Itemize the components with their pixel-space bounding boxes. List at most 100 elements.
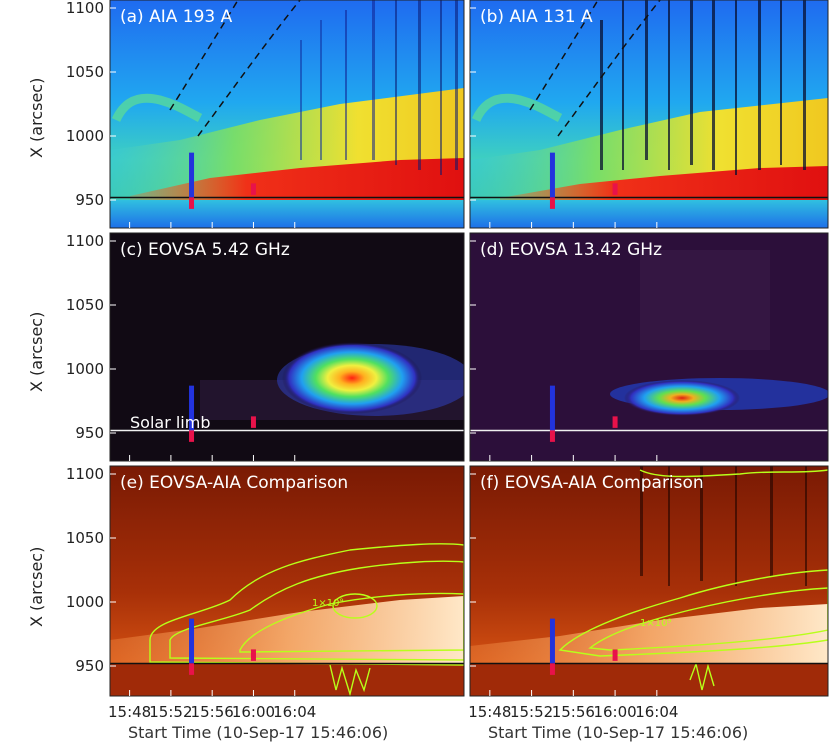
x-axis-label-left: Start Time (10-Sep-17 15:46:06) [128,723,388,742]
panel-title-c: (c) EOVSA 5.42 GHz [120,240,290,260]
panel-e-below-limb [110,664,464,696]
panel-a-below-limb [110,200,464,228]
y-tick-label: 1100 [66,465,104,483]
panel-b-below-limb [470,200,828,228]
time-marker-blue [189,152,195,198]
panel-title-d: (d) EOVSA 13.42 GHz [480,240,662,260]
time-marker-red [549,663,555,675]
x-tick-label: 15:52 [510,703,553,721]
time-marker-blue [189,385,195,431]
y-tick-label: 1100 [66,232,104,250]
panel-d-radio-source [624,380,740,416]
time-marker-e-2 [250,649,256,661]
panel-f-contour-label: 1×10⁹ [640,618,671,629]
time-marker-red [549,430,555,442]
panel-a-noise-streaks [300,0,458,175]
y-tick-label: 950 [75,191,104,209]
time-marker-a-1 [189,152,195,209]
panel-frame-b [469,0,829,229]
panel-e-contours [149,543,464,696]
panel-c [110,233,464,461]
time-marker-b-1 [549,152,555,209]
time-marker-red [612,183,618,195]
time-marker-e-1 [189,618,195,675]
panel-a-core [130,158,464,200]
x-tick-label: 16:04 [635,703,678,721]
panel-title-b: (b) AIA 131 A [480,7,593,27]
time-marker-red [549,197,555,209]
x-tick-label: 15:48 [108,703,151,721]
y-axis-label-top: X (arcsec) [27,78,46,158]
y-axis-label-middle: X (arcsec) [27,312,46,392]
y-tick-label: 1050 [66,296,104,314]
y-tick-label: 1100 [66,0,104,17]
time-marker-red [189,663,195,675]
time-marker-d-2 [612,416,618,428]
panel-b-dashed-track-1 [529,0,599,111]
time-marker-d-1 [549,385,555,442]
panel-e-contour-label: 1×10⁹ [312,598,343,609]
time-marker-red [250,183,256,195]
y-tick-label: 950 [75,657,104,675]
x-tick-label: 15:56 [191,703,234,721]
time-marker-f-1 [549,618,555,675]
x-tick-label: 15:56 [552,703,595,721]
x-tick-label: 16:00 [232,703,275,721]
time-marker-a-2 [250,183,256,195]
y-tick-label: 1000 [66,127,104,145]
panel-d [470,233,828,461]
time-marker-red [612,416,618,428]
time-marker-b-2 [612,183,618,195]
panel-c-radio-source [282,342,422,414]
panel-d-faint-column [640,250,770,350]
panel-frame-e [109,465,465,697]
panel-a-loop-feature [111,93,203,123]
panel-e: 1×10⁹ [110,466,464,696]
panel-f-contours [558,469,828,691]
panel-frame-c [109,232,465,462]
time-marker-red [189,197,195,209]
panel-title-f: (f) EOVSA-AIA Comparison [480,473,704,493]
panel-title-e: (e) EOVSA-AIA Comparison [120,473,348,493]
panel-frame-a [109,0,465,229]
y-axis-label-bottom: X (arcsec) [27,547,46,627]
panel-title-a: (a) AIA 193 A [120,7,233,27]
y-tick-label: 1050 [66,63,104,81]
y-tick-label: 950 [75,424,104,442]
time-marker-c-2 [250,416,256,428]
panel-b-core [500,166,828,200]
y-tick-label: 1000 [66,593,104,611]
panel-f: 1×10⁹ [470,466,828,696]
time-marker-red [250,649,256,661]
time-marker-red [189,430,195,442]
time-marker-red [612,649,618,661]
y-tick-label: 1050 [66,529,104,547]
time-marker-c-1 [189,385,195,442]
x-tick-label: 15:52 [149,703,192,721]
panel-b-noise-streaks [600,0,806,175]
x-tick-label: 16:00 [593,703,636,721]
y-tick-label: 1000 [66,360,104,378]
panel-a-dashed-track-1 [169,0,239,111]
panel-frame-d [469,232,829,462]
panel-a [110,0,464,228]
panel-b [470,0,828,228]
panel-f-below-limb [470,664,828,696]
x-tick-label: 15:48 [468,703,511,721]
panel-f-noise-streaks [640,466,807,586]
x-axis-label-right: Start Time (10-Sep-17 15:46:06) [488,723,748,742]
panel-b-loop-feature [471,93,563,123]
x-tick-label: 16:04 [273,703,316,721]
time-marker-blue [549,618,555,664]
panel-e-emission-band [110,596,464,664]
solar-limb-label: Solar limb [130,413,211,432]
time-marker-f-2 [612,649,618,661]
time-marker-blue [189,618,195,664]
panel-frame-f [469,465,829,697]
time-marker-red [250,416,256,428]
overlay-layer: 950 1000 1050 1100 (a) AIA 193 A (b) AIA 131 … [66,0,829,721]
panel-b-dashed-track-2 [557,0,661,137]
panel-a-dashed-track-2 [197,0,301,137]
time-marker-blue [549,152,555,198]
